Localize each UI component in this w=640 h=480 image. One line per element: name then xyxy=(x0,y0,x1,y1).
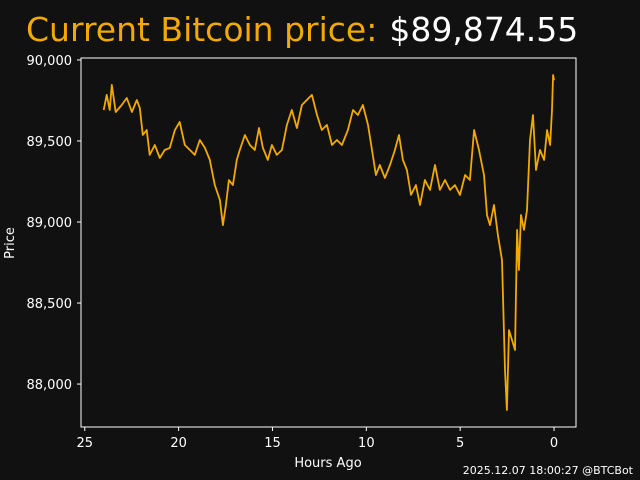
footer: 2025.12.07 18:00:27 @BTCBot xyxy=(463,464,634,477)
plot-frame xyxy=(80,57,577,428)
x-axis-label: Hours Ago xyxy=(294,456,361,471)
price-line xyxy=(102,74,555,411)
y-tick-label: 90,000 xyxy=(27,54,73,69)
y-tick-label: 88,000 xyxy=(27,378,73,393)
x-tick-label: 5 xyxy=(456,436,464,451)
y-axis-label: Price xyxy=(3,227,18,259)
chart-title: Current Bitcoin price: $89,874.55 xyxy=(26,10,578,49)
title-price: $89,874.55 xyxy=(389,10,578,49)
title-text: Current Bitcoin price: xyxy=(26,10,377,49)
x-tick-label: 10 xyxy=(358,436,375,451)
y-tick-label: 89,500 xyxy=(27,135,73,150)
x-tick-label: 25 xyxy=(76,436,93,451)
y-tick-label: 89,000 xyxy=(27,216,73,231)
x-tick-label: 15 xyxy=(264,436,281,451)
y-tick-label: 88,500 xyxy=(27,297,73,312)
x-tick-label: 0 xyxy=(550,436,558,451)
x-tick-label: 20 xyxy=(170,436,187,451)
